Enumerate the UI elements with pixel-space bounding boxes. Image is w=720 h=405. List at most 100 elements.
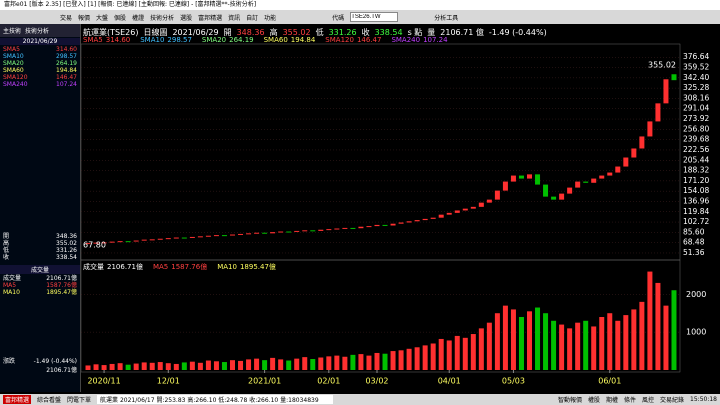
x-tick-label: 2021/01 bbox=[248, 377, 281, 386]
volume-bar bbox=[470, 334, 476, 370]
candle bbox=[101, 242, 107, 244]
volume-bar bbox=[518, 317, 524, 370]
volume-bar bbox=[527, 311, 532, 370]
ohlc-value: 355.02 bbox=[56, 240, 77, 247]
volume-bar bbox=[535, 307, 541, 370]
menu-item[interactable]: 權證 bbox=[132, 14, 145, 22]
bottom-tab[interactable]: 閃電下單 bbox=[67, 397, 92, 404]
candle bbox=[318, 229, 324, 231]
symbol-input[interactable] bbox=[350, 12, 399, 22]
candle bbox=[189, 236, 195, 238]
sma-row: SMA20 264.19 bbox=[0, 60, 80, 67]
tab[interactable]: 主技術 bbox=[3, 28, 22, 35]
candle bbox=[575, 181, 581, 188]
candle bbox=[591, 178, 597, 183]
candle bbox=[478, 202, 484, 207]
menu-item[interactable]: 交易 bbox=[60, 14, 73, 22]
candle bbox=[334, 228, 340, 230]
menu-item[interactable]: 選股 bbox=[180, 14, 193, 22]
menu-item[interactable]: 技術分析 bbox=[150, 14, 175, 22]
bottom-tab[interactable]: 富邦精選 bbox=[3, 395, 32, 404]
x-tick-label: 03/02 bbox=[365, 377, 388, 386]
x-tick-label: 2020/11 bbox=[87, 377, 120, 386]
status-button[interactable]: 權股 bbox=[587, 397, 600, 404]
candle bbox=[213, 235, 219, 237]
volume-bar bbox=[655, 282, 661, 370]
header-item: 日線圖 bbox=[143, 27, 167, 37]
menu-item[interactable]: 大盤 bbox=[96, 14, 109, 22]
volume-bar bbox=[671, 290, 677, 370]
spacer bbox=[0, 296, 80, 358]
price-frame bbox=[81, 43, 681, 261]
candle bbox=[125, 241, 131, 243]
menu-item[interactable]: 功能 bbox=[264, 14, 277, 22]
candle bbox=[286, 231, 292, 233]
menu-item[interactable]: 富邦精選 bbox=[198, 14, 223, 22]
volume-bar bbox=[623, 315, 629, 370]
status-button[interactable]: 條件 bbox=[624, 397, 637, 404]
x-tick-label: 02/01 bbox=[317, 377, 340, 386]
bottom-tab[interactable]: 綜合看盤 bbox=[37, 397, 62, 404]
menu-item[interactable]: 報價 bbox=[78, 14, 91, 22]
volume-bar bbox=[551, 320, 557, 370]
menu-item[interactable]: 資訊 bbox=[228, 14, 241, 22]
tool-menu[interactable]: 分析工具 bbox=[434, 14, 459, 22]
x-tick-label: 05/03 bbox=[502, 377, 525, 386]
left-panel: 主技術 技術分析 2021/06/29 SMA5 314.60 SMA10 298.57 SM… bbox=[0, 24, 81, 392]
status-button[interactable]: 智動報價 bbox=[557, 397, 582, 404]
volume-bar bbox=[366, 355, 372, 370]
chart-header: 航運業(TSE26) 日線圖 2021/06/29 開 348.36 高 355.02 低 33… bbox=[83, 27, 547, 37]
candle bbox=[631, 148, 637, 158]
candle bbox=[205, 235, 211, 237]
status-button[interactable]: 風控 bbox=[642, 397, 655, 404]
volume-bar bbox=[85, 365, 91, 370]
candle bbox=[567, 187, 573, 194]
tab[interactable]: 技術分析 bbox=[25, 28, 50, 35]
clock: 15:50:18 bbox=[690, 396, 717, 403]
volume-bar bbox=[390, 351, 396, 370]
candle bbox=[663, 79, 669, 104]
y-tick-label: 325.28 bbox=[683, 83, 709, 92]
ohlc-label: 收 bbox=[3, 254, 10, 261]
candle bbox=[326, 229, 332, 231]
menu-item[interactable]: 自訂 bbox=[246, 14, 259, 22]
menu-item[interactable]: 個股 bbox=[114, 14, 127, 22]
candle bbox=[342, 227, 348, 229]
header-item: s 點 bbox=[408, 27, 423, 37]
y-tick-label: 68.48 bbox=[683, 238, 705, 247]
volume-bar bbox=[502, 305, 508, 370]
y-tick-label: 119.84 bbox=[683, 207, 709, 216]
candle bbox=[583, 181, 589, 183]
vol-value: 1587.76億 bbox=[46, 282, 77, 289]
vol-value: 1587.76億 bbox=[171, 262, 207, 271]
volume-title: 成交量 bbox=[0, 265, 80, 274]
candle bbox=[462, 208, 468, 211]
candle bbox=[350, 227, 356, 229]
sma-name: SMA5 bbox=[83, 36, 103, 44]
candle bbox=[93, 242, 99, 244]
y-tick-label: 154.08 bbox=[683, 186, 709, 195]
ohlc-value: 338.54 bbox=[56, 254, 77, 261]
volume-bar bbox=[446, 340, 452, 370]
volume-frame bbox=[81, 259, 681, 373]
candle bbox=[141, 239, 147, 241]
y-tick-label: 256.80 bbox=[683, 124, 709, 133]
candle bbox=[647, 121, 653, 137]
candle bbox=[230, 234, 235, 236]
volume-bar bbox=[607, 313, 613, 370]
volume-bar bbox=[246, 359, 252, 370]
window-title: 富邦e01 [版本 2.35] [已登入] [1] [報價: 已連線] [主動回… bbox=[0, 0, 720, 10]
last-high-label: 355.02 bbox=[648, 61, 676, 70]
quote: 航運業 2021/06/17 開:253.83 高:266.10 低:248.7… bbox=[97, 395, 334, 404]
spacer bbox=[0, 88, 80, 233]
candle bbox=[366, 226, 372, 228]
ohlc-row: 開 348.36 bbox=[0, 233, 80, 240]
symbol-label: 代碼 bbox=[332, 14, 345, 22]
status-button[interactable]: 交易紀錄 bbox=[660, 397, 685, 404]
candle bbox=[510, 175, 516, 182]
candle bbox=[623, 157, 629, 167]
volume-bar bbox=[205, 360, 211, 370]
status-button[interactable]: 期權 bbox=[605, 397, 618, 404]
ohlc-value: 348.36 bbox=[56, 233, 77, 240]
